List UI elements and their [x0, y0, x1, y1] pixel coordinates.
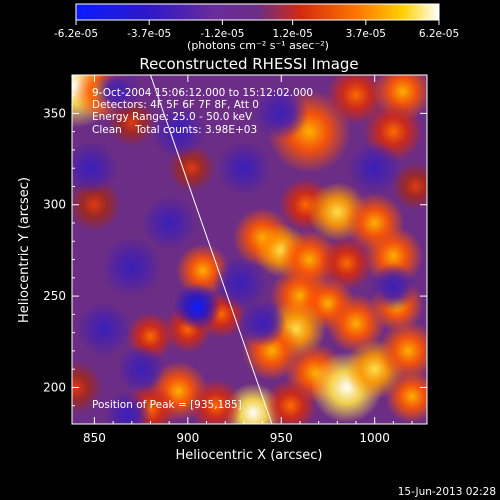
colorbar-tick-label: -1.2e-05	[200, 28, 244, 40]
x-tick-label: 850	[83, 431, 106, 445]
y-axis-label: Heliocentric Y (arcsec)	[17, 177, 32, 323]
colorbar	[75, 3, 440, 21]
x-axis-label: Heliocentric X (arcsec)	[176, 448, 323, 463]
x-tick-label: 950	[270, 431, 293, 445]
colorbar-tick-label: -3.7e-05	[127, 28, 171, 40]
negative-blob	[369, 263, 418, 311]
emission-blob	[378, 321, 427, 381]
colorbar-ticks: -6.2e-05 -3.7e-05 -1.2e-05 1.2e-05 3.7e-05 6.…	[54, 20, 459, 40]
annotation-peak-position: Position of Peak = [935,185]	[92, 399, 242, 411]
emission-blob	[263, 378, 318, 424]
colorbar-tick-label: -6.2e-05	[54, 28, 98, 40]
negative-blob	[173, 283, 222, 331]
emission-blob	[385, 369, 427, 424]
colorbar-tick-label: 1.2e-05	[272, 28, 312, 40]
annotation-detectors: Detectors: 4F 5F 6F 7F 8F, Att 0	[92, 99, 259, 111]
negative-blob	[142, 196, 197, 250]
negative-blob	[254, 86, 309, 141]
negative-blob	[101, 236, 162, 297]
x-tick-label: 900	[176, 431, 199, 445]
negative-blob	[72, 141, 118, 196]
axis-ticks: 850 900 950 1000 200 250 300 350	[43, 75, 427, 445]
negative-blob	[104, 390, 152, 424]
colorbar-tick-label: 6.2e-05	[419, 28, 459, 40]
footer-date: 15-Jun-2013 02:28	[398, 486, 496, 498]
colorbar-tick-label: 3.7e-05	[346, 28, 386, 40]
y-tick-label: 250	[43, 289, 66, 303]
chart-title: Reconstructed RHESSI Image	[139, 55, 358, 73]
emission-blob	[72, 360, 103, 415]
negative-blob	[216, 141, 271, 196]
negative-blob	[238, 299, 287, 348]
negative-blob	[117, 345, 166, 394]
x-tick-label: 1000	[359, 431, 390, 445]
emission-blob	[188, 378, 243, 424]
negative-blob	[347, 141, 402, 196]
negative-blob	[92, 75, 141, 116]
y-tick-label: 200	[43, 380, 66, 394]
y-tick-label: 350	[43, 106, 66, 120]
negative-blob	[213, 256, 268, 311]
colorbar-unit-label: (photons cm⁻² s⁻¹ asec⁻²)	[187, 39, 329, 52]
emission-blob	[319, 236, 374, 291]
annotation-time-range: 9-Oct-2004 15:06:12.000 to 15:12:02.000	[92, 87, 313, 99]
annotation-clean-counts: Clean Total counts: 3.98E+03	[92, 124, 257, 136]
y-tick-label: 300	[43, 198, 66, 212]
solar-limb-line	[150, 75, 273, 424]
plot-frame	[71, 74, 428, 425]
heatmap-blobs	[72, 75, 427, 424]
negative-blob	[76, 302, 131, 356]
annotation-energy-range: Energy Range: 25.0 - 50.0 keV	[92, 111, 253, 123]
